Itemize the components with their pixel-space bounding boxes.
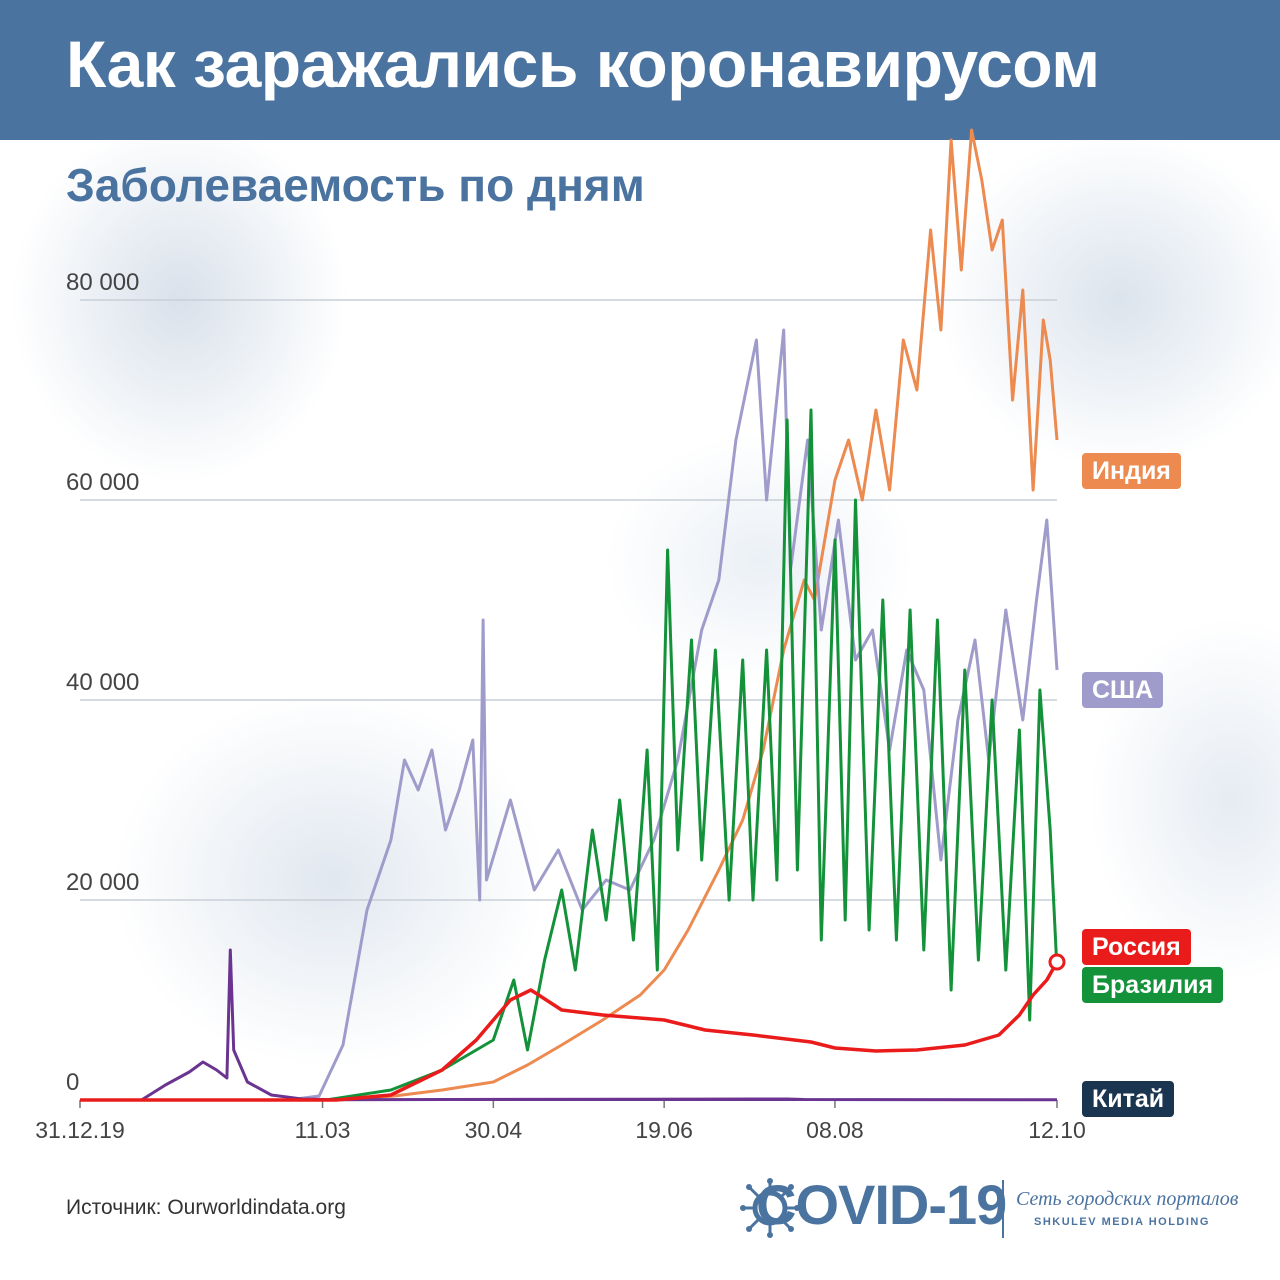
page-title: Как заражались коронавирусом (66, 27, 1100, 101)
series-label-usa: США (1082, 672, 1164, 708)
covid-logo: COVID-19 Сеть городских порталов SHKULEV… (740, 1170, 1240, 1250)
series-label-russia: Россия (1082, 929, 1191, 965)
x-tick-label: 30.04 (465, 1117, 523, 1143)
series-line-brazil (325, 408, 1059, 1102)
logo-covid-text: COVID-19 (756, 1173, 1007, 1236)
y-tick-label: 20 000 (66, 869, 139, 896)
source-note: Источник: Ourworldindata.org (66, 1196, 346, 1219)
series-line-india (336, 128, 1059, 1102)
series-line-china (80, 948, 1058, 1102)
logo-divider (1002, 1180, 1004, 1238)
y-tick-label: 0 (66, 1069, 79, 1096)
y-tick-label: 40 000 (66, 669, 139, 696)
virus-icon (740, 1178, 800, 1238)
x-tick-label: 31.12.19 (35, 1117, 125, 1143)
series-line-russia (80, 961, 1059, 1102)
x-tick-label: 11.03 (295, 1117, 351, 1143)
series-line-usa (288, 328, 1059, 1102)
logo-network-text: Сеть городских порталов (1016, 1188, 1239, 1210)
y-tick-label: 60 000 (66, 469, 139, 496)
chart-subtitle: Заболеваемость по дням (66, 159, 645, 211)
series-label-china: Китай (1082, 1081, 1175, 1117)
logo-holding-text: SHKULEV MEDIA HOLDING (1034, 1216, 1210, 1228)
x-tick-label: 08.08 (806, 1117, 864, 1143)
x-tick-label: 19.06 (635, 1117, 693, 1143)
series-label-brazil: Бразилия (1082, 967, 1224, 1003)
russia-end-marker (1048, 953, 1066, 971)
x-tick-label: 12.10 (1028, 1117, 1086, 1143)
header-bar: Как заражались коронавирусом (0, 0, 1280, 140)
series-label-india: Индия (1082, 453, 1181, 489)
y-tick-label: 80 000 (66, 269, 139, 296)
